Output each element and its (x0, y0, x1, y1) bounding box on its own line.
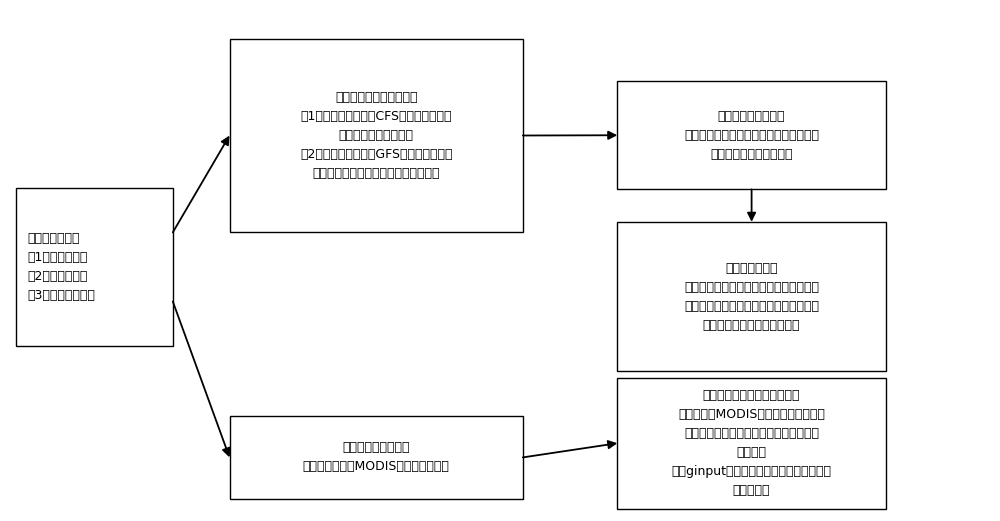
Text: 数据格式处理模块：
本模块主要是将原始数据格式处理成数据
插值模块可读的数据格式: 数据格式处理模块： 本模块主要是将原始数据格式处理成数据 插值模块可读的数据格式 (684, 110, 819, 161)
FancyBboxPatch shape (230, 39, 523, 232)
FancyBboxPatch shape (230, 416, 523, 499)
FancyBboxPatch shape (617, 81, 886, 189)
FancyBboxPatch shape (617, 378, 886, 509)
Text: 浒苔卫星下载模块：
自动获取并下载MODIS等卫星遥感数据: 浒苔卫星下载模块： 自动获取并下载MODIS等卫星遥感数据 (303, 441, 450, 474)
FancyBboxPatch shape (617, 222, 886, 371)
Text: 数据插值模块：
本模块主要是将处理后的数据插值到预报
分系统模型网格中，并用于预报分系统模
型运行所需要的外部强迫数据: 数据插值模块： 本模块主要是将处理后的数据插值到预报 分系统模型网格中，并用于预… (684, 262, 819, 331)
FancyBboxPatch shape (16, 188, 173, 345)
Text: 数据控制模块：
（1）数据检索；
（2）数据修改；
（3）数据文件判断: 数据控制模块： （1）数据检索； （2）数据修改； （3）数据文件判断 (28, 232, 96, 302)
Text: 浒苔卫星图像信息处理模块：
利用下载的MODIS等卫星数据的二级产
品，基于植被指数反演方法，得到卫星图
像信息；
利用ginput计算方法，手动获取浒苔包络线: 浒苔卫星图像信息处理模块： 利用下载的MODIS等卫星数据的二级产 品，基于植被… (672, 389, 832, 497)
Text: 外部强迫数据下载模块：
（1）自动获取并下载CFS短期风场、热通
量等上表面强迫数据；
（2）自动获取并下载GFS长期风场、热通
量、海洋流场、海温等上表面强迫: 外部强迫数据下载模块： （1）自动获取并下载CFS短期风场、热通 量等上表面强迫… (300, 91, 452, 180)
